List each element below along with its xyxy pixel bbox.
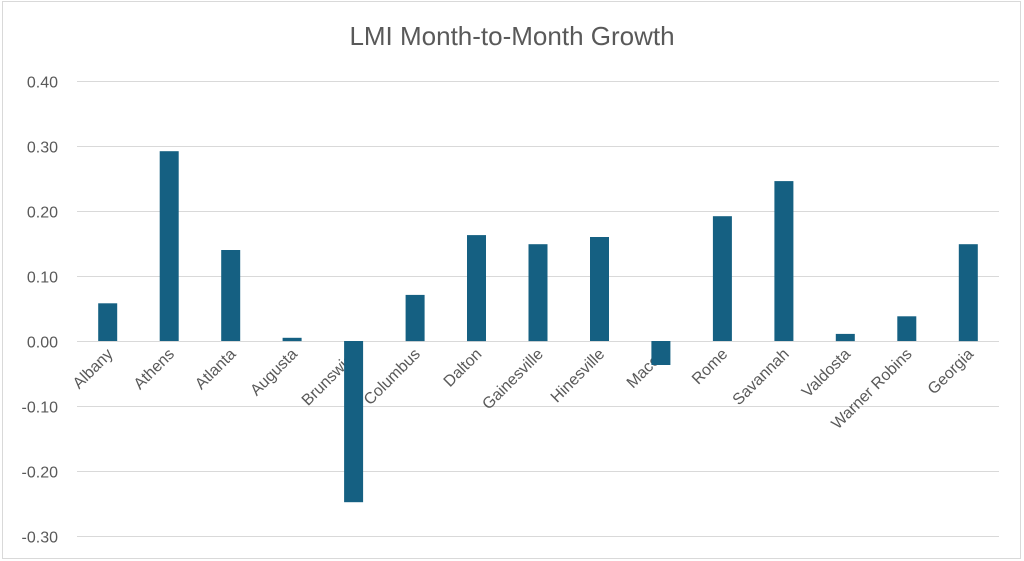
x-category-label: Valdosta: [799, 346, 854, 401]
x-category-label: Columbus: [361, 346, 424, 409]
bar-macon: [651, 341, 671, 365]
y-axis-tick-labels: 0.40 0.30 0.20 0.10 0.00 -0.10 -0.20 -0.30: [22, 75, 59, 547]
bars: [98, 151, 978, 503]
bar-albany: [98, 303, 118, 341]
x-category-label: Dalton: [441, 346, 486, 391]
x-category-label: Rome: [689, 346, 731, 388]
x-category-label: Georgia: [925, 346, 977, 398]
y-tick-label: 0.10: [27, 270, 58, 287]
x-category-label: Savannah: [730, 346, 793, 409]
x-category-label: Hinesville: [548, 346, 609, 407]
bar-athens: [159, 151, 179, 341]
bar-hinesville: [590, 237, 609, 341]
y-tick-label: 0.20: [27, 205, 58, 222]
x-category-label: Athens: [131, 346, 178, 393]
y-tick-label: -0.10: [22, 400, 59, 417]
y-tick-label: -0.20: [22, 465, 59, 482]
bar-dalton: [467, 235, 486, 342]
gridlines: [77, 81, 999, 537]
bar-valdosta: [835, 333, 855, 342]
bar-rome: [712, 216, 732, 341]
bar-brunswick: [344, 341, 364, 503]
x-axis-category-labels: Albany Athens Atlanta AugustaBrunswickColum…: [70, 345, 977, 433]
bar-warner-robins: [897, 316, 917, 341]
x-category-label: Gainesville: [479, 346, 546, 413]
chart-title: LMI Month-to-Month Growth: [349, 21, 674, 51]
bar-atlanta: [221, 250, 241, 341]
bar-columbus: [405, 294, 425, 342]
y-tick-label: 0.00: [27, 335, 58, 352]
y-tick-label: 0.40: [27, 75, 58, 92]
bar-savannah: [774, 181, 794, 341]
x-category-label: Augusta: [247, 346, 301, 400]
y-tick-label: -0.30: [22, 530, 59, 547]
x-category-label: Albany: [70, 346, 117, 393]
x-category-label: Atlanta: [192, 346, 239, 393]
bar-gainesville: [528, 244, 548, 342]
bar-georgia: [958, 244, 978, 342]
bar-augusta: [282, 337, 302, 342]
y-tick-label: 0.30: [27, 140, 58, 157]
